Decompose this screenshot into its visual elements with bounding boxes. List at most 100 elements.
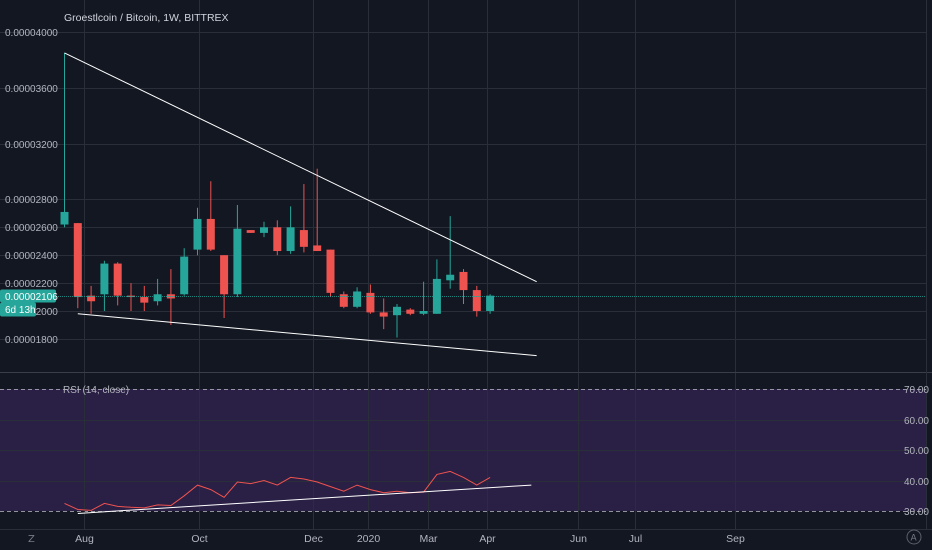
candle-body [326,249,335,293]
candle-body [313,245,322,252]
candle-down [379,298,388,330]
time-grid [84,0,736,529]
candle-down [326,249,335,298]
rsi-title: RSI (14, close) [63,385,129,396]
candle-up [393,304,401,338]
candle-down [113,262,122,306]
candle-body [87,295,96,302]
candle-body [60,211,69,225]
candle-down [459,269,468,305]
candle-body [286,227,295,252]
candle-body [206,218,215,250]
candle-body [273,227,282,252]
last-price-badge: 0.00002106 [0,289,58,303]
auto-scale-icon[interactable]: A [906,529,922,545]
time-tick-label: Jul [629,533,642,545]
candle-up [432,259,441,314]
candlestick-series [60,52,495,338]
svg-text:A: A [911,534,918,544]
price-tick-label: 0.00002400 [5,251,58,262]
rsi-tick-label: 50.00 [904,446,929,457]
time-tick-label: Aug [75,533,94,545]
candle-body [353,291,362,307]
candle-body [220,255,229,295]
candle-body [153,294,162,302]
candle-body [246,230,255,233]
price-tick-label: 0.00002200 [5,279,58,290]
candle-up [353,287,362,309]
countdown-badge: 6d 13h [0,302,36,317]
rsi-tick-label: 30.00 [904,507,929,518]
chart-title: Groestlcoin / Bitcoin, 1W, BITTREX [64,12,229,24]
candle-up [260,221,268,238]
last-price-badge-bg [0,289,56,303]
candle-up [419,281,428,316]
countdown-badge-bg [0,302,36,317]
time-tick-label: Mar [419,533,438,545]
price-grid [0,32,926,340]
candle-up [193,207,202,256]
last-price-label: 0.00002106 [5,292,58,303]
price-tick-label: 0.00001800 [5,335,58,346]
candle-down [339,291,348,309]
rsi-tick-label: 70.00 [904,385,929,396]
candle-down [87,285,96,314]
candle-down [206,181,215,252]
time-axis-labels: Aug Oct Dec 2020 Mar Apr Jun Jul Sep [75,533,745,545]
candle-body [446,274,455,281]
candle-up [153,278,162,306]
candle-up [233,204,242,298]
candle-down [472,285,481,317]
candle-body [100,263,109,295]
candle-up [446,216,455,289]
candle-body [472,290,481,311]
time-tick-label: Dec [304,533,323,545]
candle-body [406,309,415,314]
candle-body [180,256,189,295]
time-tick-label: Oct [191,533,207,545]
candle-body [299,230,308,247]
candle-down [313,168,322,252]
time-tick-label: Jun [570,533,587,545]
candle-body [366,292,375,313]
candle-up [286,206,295,254]
trendline[interactable] [64,52,537,283]
price-trendlines[interactable] [64,52,537,357]
rsi-tick-label: 40.00 [904,477,929,488]
rsi-grid [0,389,926,512]
candle-body [233,228,242,295]
time-tick-label: Sep [726,533,745,545]
price-tick-label: 0.00002600 [5,223,58,234]
candle-down [406,308,415,316]
candle-body [486,295,495,311]
time-tick-label: 2020 [357,533,381,545]
trendline[interactable] [77,313,537,357]
time-tick-label: Apr [479,533,496,545]
rsi-axis-labels: 70.00 60.00 50.00 40.00 30.00 [904,385,929,518]
candle-down [166,269,175,325]
candle-down [127,283,135,311]
candle-up [180,248,189,296]
candle-up [60,52,69,228]
candle-body [260,227,268,233]
candle-down [299,184,308,253]
price-tick-label: 0.00003600 [5,84,58,95]
candle-body [419,311,428,314]
svg-text:Z: Z [28,534,35,545]
candle-body [140,297,149,303]
rsi-trendline[interactable] [77,484,532,514]
countdown-label: 6d 13h [5,305,36,316]
candle-up [486,294,495,314]
candle-body [459,271,468,291]
candle-body [193,218,202,250]
price-tick-label: 0.00002800 [5,195,58,206]
price-tick-label: 0.00003200 [5,140,58,151]
zoom-icon[interactable]: Z [28,534,35,545]
candle-down [140,285,149,311]
candle-down [220,255,229,318]
candle-body [379,312,388,317]
candle-body [73,223,82,298]
candle-body [393,306,401,316]
candle-body [339,294,348,307]
